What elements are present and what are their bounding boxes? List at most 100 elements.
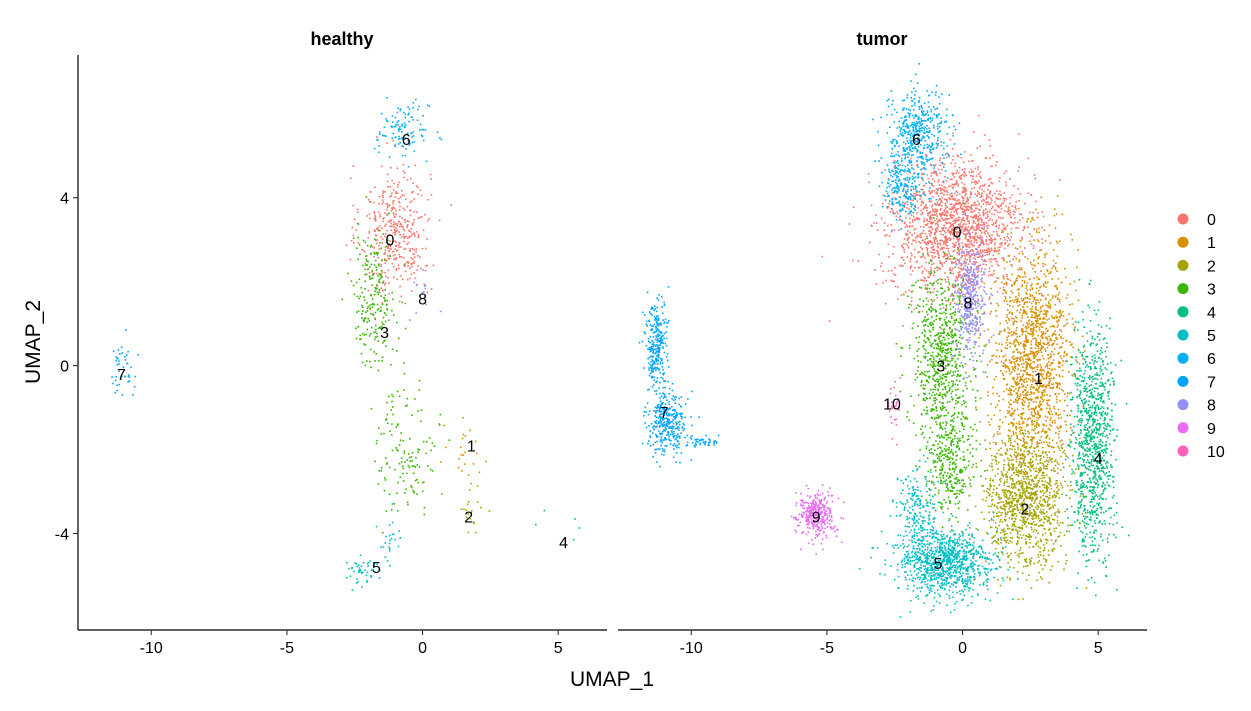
point bbox=[1044, 240, 1047, 242]
point bbox=[999, 419, 1001, 421]
point bbox=[413, 491, 415, 493]
point bbox=[1042, 400, 1044, 403]
point bbox=[380, 227, 383, 229]
point bbox=[390, 222, 393, 225]
point bbox=[947, 278, 950, 281]
point bbox=[1049, 497, 1051, 499]
point bbox=[1015, 348, 1018, 350]
point bbox=[983, 259, 986, 261]
point bbox=[1030, 302, 1033, 305]
point bbox=[953, 215, 955, 217]
point bbox=[1046, 416, 1049, 419]
point bbox=[1046, 339, 1049, 341]
point bbox=[936, 193, 938, 195]
point bbox=[952, 272, 954, 275]
point bbox=[997, 227, 1000, 229]
point bbox=[919, 198, 921, 200]
point bbox=[988, 248, 991, 251]
point bbox=[1045, 437, 1047, 439]
point bbox=[1020, 213, 1023, 216]
point bbox=[1001, 343, 1003, 346]
point bbox=[383, 432, 385, 435]
point bbox=[1026, 221, 1028, 223]
point bbox=[926, 241, 929, 243]
point bbox=[413, 233, 416, 235]
point bbox=[1056, 316, 1059, 319]
point bbox=[964, 293, 966, 296]
point bbox=[369, 304, 371, 307]
point bbox=[952, 227, 955, 229]
point bbox=[1021, 314, 1024, 317]
point bbox=[995, 209, 998, 212]
point bbox=[1041, 321, 1044, 323]
point bbox=[406, 397, 409, 400]
point bbox=[979, 209, 981, 212]
point bbox=[909, 171, 912, 174]
point bbox=[1015, 399, 1017, 402]
point bbox=[438, 423, 441, 425]
point bbox=[470, 510, 473, 512]
point bbox=[924, 206, 927, 208]
point bbox=[1033, 450, 1035, 453]
point bbox=[480, 506, 482, 509]
point bbox=[981, 200, 983, 202]
point bbox=[376, 332, 378, 335]
point bbox=[1015, 460, 1018, 463]
point bbox=[1047, 463, 1049, 466]
point bbox=[1038, 455, 1040, 457]
point bbox=[1017, 207, 1020, 210]
point bbox=[1041, 477, 1044, 479]
point bbox=[1026, 305, 1029, 308]
point bbox=[1014, 206, 1016, 209]
point bbox=[474, 440, 477, 443]
point bbox=[1009, 414, 1012, 416]
point bbox=[361, 571, 364, 574]
point bbox=[962, 229, 965, 231]
point bbox=[1045, 336, 1048, 339]
point bbox=[1007, 490, 1010, 492]
point bbox=[1037, 212, 1039, 214]
point bbox=[1046, 404, 1049, 406]
point bbox=[901, 244, 903, 247]
point bbox=[1035, 514, 1037, 517]
point bbox=[1030, 391, 1032, 393]
point bbox=[380, 325, 383, 328]
point bbox=[903, 203, 906, 205]
point bbox=[376, 242, 378, 245]
point bbox=[1003, 482, 1006, 484]
point bbox=[1039, 385, 1041, 387]
point bbox=[994, 242, 997, 244]
point bbox=[1034, 306, 1037, 308]
point bbox=[1021, 484, 1024, 487]
point bbox=[398, 130, 400, 132]
point bbox=[927, 177, 929, 180]
point bbox=[416, 231, 418, 233]
point bbox=[391, 126, 393, 128]
point bbox=[1058, 510, 1060, 513]
point bbox=[1001, 372, 1004, 375]
point bbox=[418, 466, 421, 468]
point bbox=[385, 223, 387, 226]
point bbox=[1030, 261, 1032, 264]
point bbox=[1007, 210, 1010, 212]
point bbox=[1015, 494, 1018, 496]
point bbox=[988, 494, 990, 497]
point bbox=[904, 226, 907, 229]
point bbox=[392, 121, 394, 123]
point bbox=[1021, 299, 1023, 302]
point bbox=[1045, 315, 1048, 317]
point bbox=[1040, 496, 1042, 499]
point bbox=[404, 126, 406, 129]
point bbox=[1017, 383, 1019, 386]
point bbox=[1020, 236, 1023, 239]
point bbox=[1040, 397, 1042, 399]
point bbox=[1044, 432, 1046, 434]
point bbox=[1021, 317, 1023, 319]
point bbox=[386, 214, 389, 217]
point bbox=[983, 490, 985, 493]
point bbox=[1007, 237, 1010, 239]
point bbox=[1036, 396, 1039, 398]
point bbox=[958, 166, 961, 169]
point bbox=[1034, 177, 1037, 180]
